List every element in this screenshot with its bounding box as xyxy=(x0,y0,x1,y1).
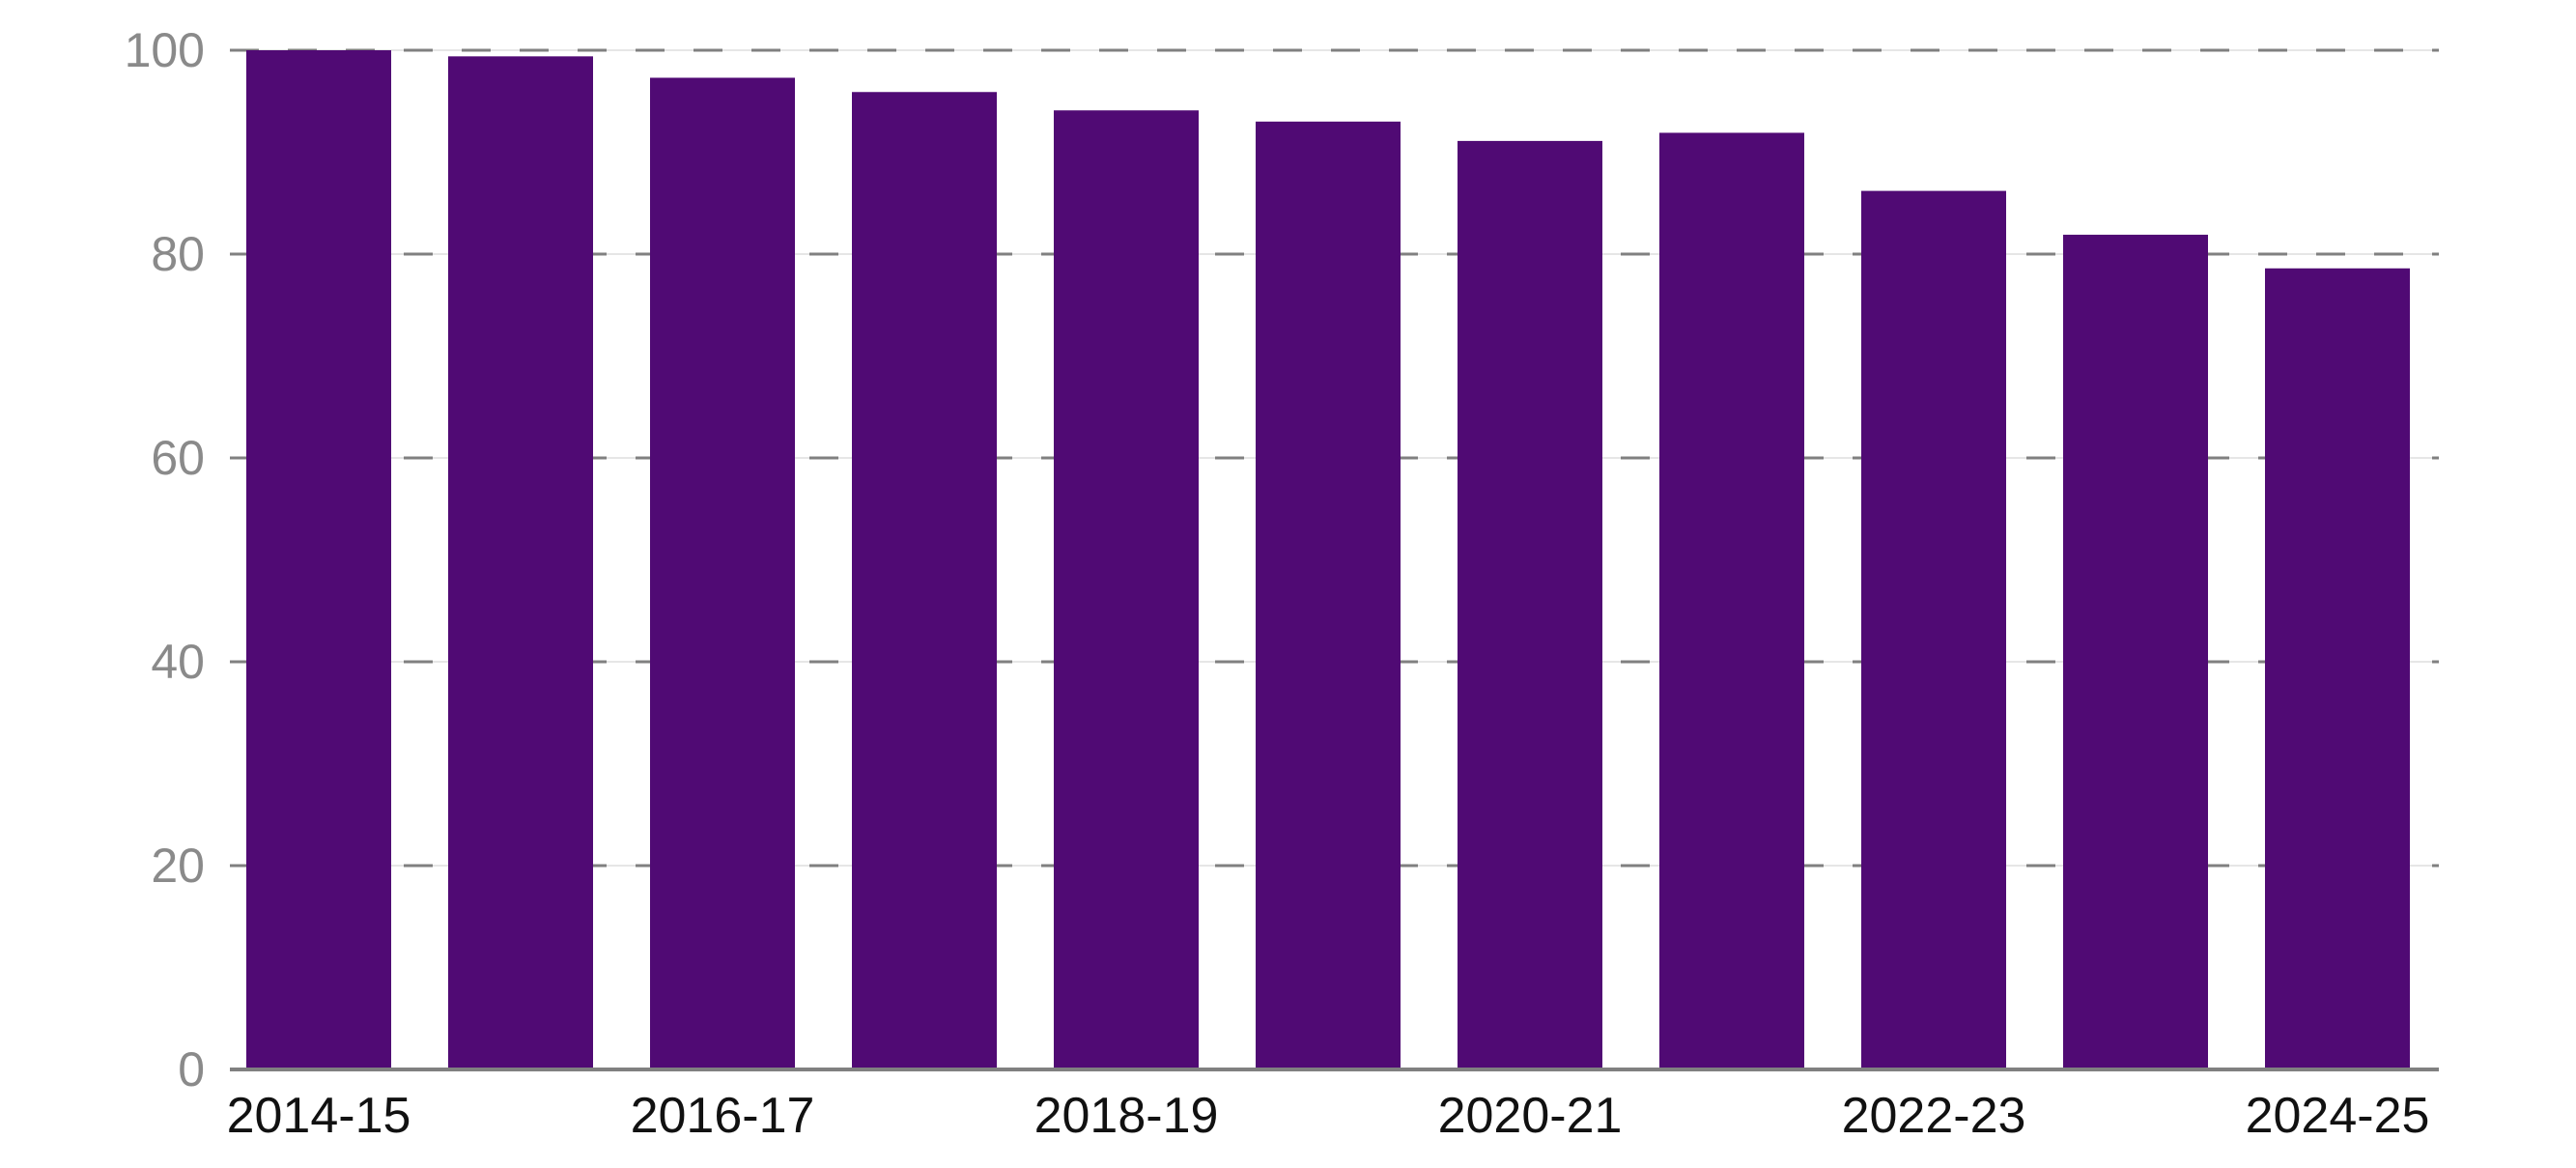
bars xyxy=(246,50,2410,1070)
bar-2014-15 xyxy=(246,50,391,1069)
bar-2023-24 xyxy=(2063,234,2208,1069)
x-tick-label: 2018-19 xyxy=(1034,1088,1219,1144)
x-tick-labels: 2014-15 2016-17 2018-19 2020-21 2022-23 2024-… xyxy=(227,1088,2430,1144)
bar-2020-21 xyxy=(1458,140,1602,1069)
bar-2018-19 xyxy=(1054,110,1199,1070)
x-tick-label: 2014-15 xyxy=(227,1088,411,1144)
x-tick-label: 2020-21 xyxy=(1438,1088,1623,1144)
x-tick-label: 2016-17 xyxy=(631,1088,815,1144)
bar-2016-17 xyxy=(650,77,795,1070)
bar-2024-25 xyxy=(2265,268,2410,1069)
y-tick-label: 20 xyxy=(151,839,205,893)
bar-2017-18 xyxy=(852,92,997,1069)
x-tick-label: 2024-25 xyxy=(2246,1088,2430,1144)
y-tick-label: 40 xyxy=(151,635,205,689)
y-tick-label: 80 xyxy=(151,227,205,281)
bar-2019-20 xyxy=(1256,121,1401,1070)
bar-2022-23 xyxy=(1861,190,2006,1070)
y-tick-label: 0 xyxy=(178,1042,205,1097)
x-tick-label: 2022-23 xyxy=(1842,1088,2026,1144)
bar-2015-16 xyxy=(448,56,593,1070)
y-tick-labels: 0 20 40 60 80 100 xyxy=(125,23,205,1097)
y-tick-label: 100 xyxy=(125,23,205,77)
bar-2021-22 xyxy=(1659,132,1804,1069)
y-tick-label: 60 xyxy=(151,431,205,485)
